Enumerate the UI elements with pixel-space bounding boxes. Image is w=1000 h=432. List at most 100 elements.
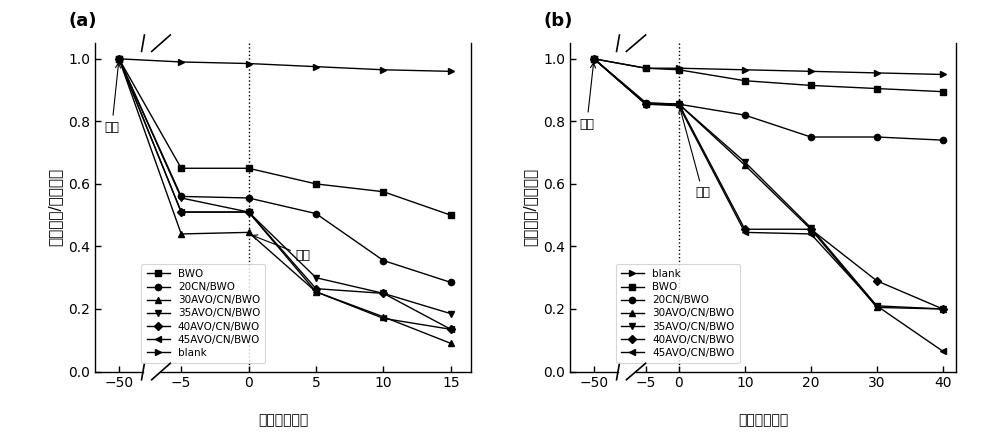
40AVO/CN/BWO — [243, 210, 255, 215]
blank — [445, 69, 457, 74]
45AVO/CN/BWO — [937, 349, 949, 354]
BWO — [175, 166, 187, 171]
Line: blank: blank — [178, 59, 454, 74]
30AVO/CN/BWO — [871, 305, 883, 310]
Y-axis label: 时间浓度/初始浓度: 时间浓度/初始浓度 — [48, 168, 63, 246]
40AVO/CN/BWO — [377, 291, 389, 296]
Legend: blank, BWO, 20CN/BWO, 30AVO/CN/BWO, 35AVO/CN/BWO, 40AVO/CN/BWO, 45AVO/CN/BWO: blank, BWO, 20CN/BWO, 30AVO/CN/BWO, 35AV… — [616, 264, 740, 363]
blank — [871, 70, 883, 76]
Line: 20CN/BWO: 20CN/BWO — [643, 99, 946, 143]
40AVO/CN/BWO — [445, 327, 457, 332]
20CN/BWO — [871, 134, 883, 140]
45AVO/CN/BWO — [175, 210, 187, 215]
blank — [243, 61, 255, 66]
35AVO/CN/BWO — [243, 210, 255, 215]
20CN/BWO — [445, 280, 457, 285]
blank — [937, 72, 949, 77]
BWO — [739, 78, 751, 83]
Legend: BWO, 20CN/BWO, 30AVO/CN/BWO, 35AVO/CN/BWO, 40AVO/CN/BWO, 45AVO/CN/BWO, blank: BWO, 20CN/BWO, 30AVO/CN/BWO, 35AVO/CN/BW… — [141, 264, 265, 363]
45AVO/CN/BWO — [640, 102, 652, 107]
20CN/BWO — [673, 102, 685, 107]
40AVO/CN/BWO — [673, 102, 685, 107]
Text: 开灯: 开灯 — [252, 235, 311, 262]
Text: (a): (a) — [69, 12, 97, 30]
30AVO/CN/BWO — [243, 230, 255, 235]
35AVO/CN/BWO — [673, 102, 685, 107]
30AVO/CN/BWO — [377, 314, 389, 319]
45AVO/CN/BWO — [871, 303, 883, 308]
Line: 40AVO/CN/BWO: 40AVO/CN/BWO — [178, 209, 454, 333]
45AVO/CN/BWO — [673, 103, 685, 108]
45AVO/CN/BWO — [739, 230, 751, 235]
Line: 30AVO/CN/BWO: 30AVO/CN/BWO — [643, 101, 946, 312]
45AVO/CN/BWO — [310, 289, 322, 294]
30AVO/CN/BWO — [445, 341, 457, 346]
40AVO/CN/BWO — [871, 278, 883, 283]
blank — [175, 59, 187, 64]
40AVO/CN/BWO — [310, 286, 322, 291]
BWO — [243, 166, 255, 171]
BWO — [445, 213, 457, 218]
45AVO/CN/BWO — [377, 316, 389, 321]
20CN/BWO — [739, 112, 751, 118]
Line: BWO: BWO — [643, 65, 946, 95]
blank — [310, 64, 322, 69]
Line: 35AVO/CN/BWO: 35AVO/CN/BWO — [643, 101, 946, 312]
35AVO/CN/BWO — [310, 275, 322, 280]
40AVO/CN/BWO — [640, 102, 652, 107]
35AVO/CN/BWO — [937, 306, 949, 311]
blank — [673, 66, 685, 71]
30AVO/CN/BWO — [673, 102, 685, 107]
20CN/BWO — [310, 211, 322, 216]
30AVO/CN/BWO — [640, 102, 652, 107]
45AVO/CN/BWO — [243, 210, 255, 215]
30AVO/CN/BWO — [805, 227, 817, 232]
40AVO/CN/BWO — [175, 210, 187, 215]
blank — [739, 67, 751, 73]
Line: 30AVO/CN/BWO: 30AVO/CN/BWO — [178, 229, 454, 346]
40AVO/CN/BWO — [805, 227, 817, 232]
20CN/BWO — [377, 258, 389, 263]
30AVO/CN/BWO — [739, 162, 751, 168]
45AVO/CN/BWO — [445, 327, 457, 332]
Line: 20CN/BWO: 20CN/BWO — [178, 193, 454, 286]
blank — [640, 66, 652, 71]
20CN/BWO — [937, 137, 949, 143]
BWO — [673, 67, 685, 73]
35AVO/CN/BWO — [640, 102, 652, 107]
35AVO/CN/BWO — [445, 311, 457, 316]
Line: BWO: BWO — [178, 165, 454, 218]
30AVO/CN/BWO — [310, 289, 322, 294]
BWO — [640, 66, 652, 71]
BWO — [937, 89, 949, 94]
Y-axis label: 时间浓度/初始浓度: 时间浓度/初始浓度 — [523, 168, 538, 246]
Text: 开灯: 开灯 — [679, 108, 710, 200]
BWO — [310, 181, 322, 187]
Line: 45AVO/CN/BWO: 45AVO/CN/BWO — [178, 209, 454, 333]
20CN/BWO — [805, 134, 817, 140]
Line: 45AVO/CN/BWO: 45AVO/CN/BWO — [643, 101, 946, 354]
blank — [805, 69, 817, 74]
BWO — [377, 189, 389, 194]
20CN/BWO — [175, 194, 187, 199]
Line: blank: blank — [643, 65, 946, 78]
40AVO/CN/BWO — [739, 227, 751, 232]
45AVO/CN/BWO — [805, 232, 817, 237]
40AVO/CN/BWO — [937, 306, 949, 311]
35AVO/CN/BWO — [175, 195, 187, 200]
Line: 40AVO/CN/BWO: 40AVO/CN/BWO — [643, 101, 946, 312]
BWO — [805, 83, 817, 88]
20CN/BWO — [243, 195, 255, 200]
Line: 35AVO/CN/BWO: 35AVO/CN/BWO — [178, 195, 454, 317]
Text: 黑暗: 黑暗 — [579, 63, 595, 130]
35AVO/CN/BWO — [871, 303, 883, 308]
Text: 时间（分钟）: 时间（分钟） — [258, 414, 308, 428]
30AVO/CN/BWO — [175, 232, 187, 237]
Text: 黑暗: 黑暗 — [104, 63, 121, 134]
35AVO/CN/BWO — [377, 291, 389, 296]
BWO — [871, 86, 883, 91]
Text: (b): (b) — [544, 12, 573, 30]
Text: 时间（分钟）: 时间（分钟） — [738, 414, 788, 428]
20CN/BWO — [640, 100, 652, 105]
35AVO/CN/BWO — [805, 225, 817, 230]
